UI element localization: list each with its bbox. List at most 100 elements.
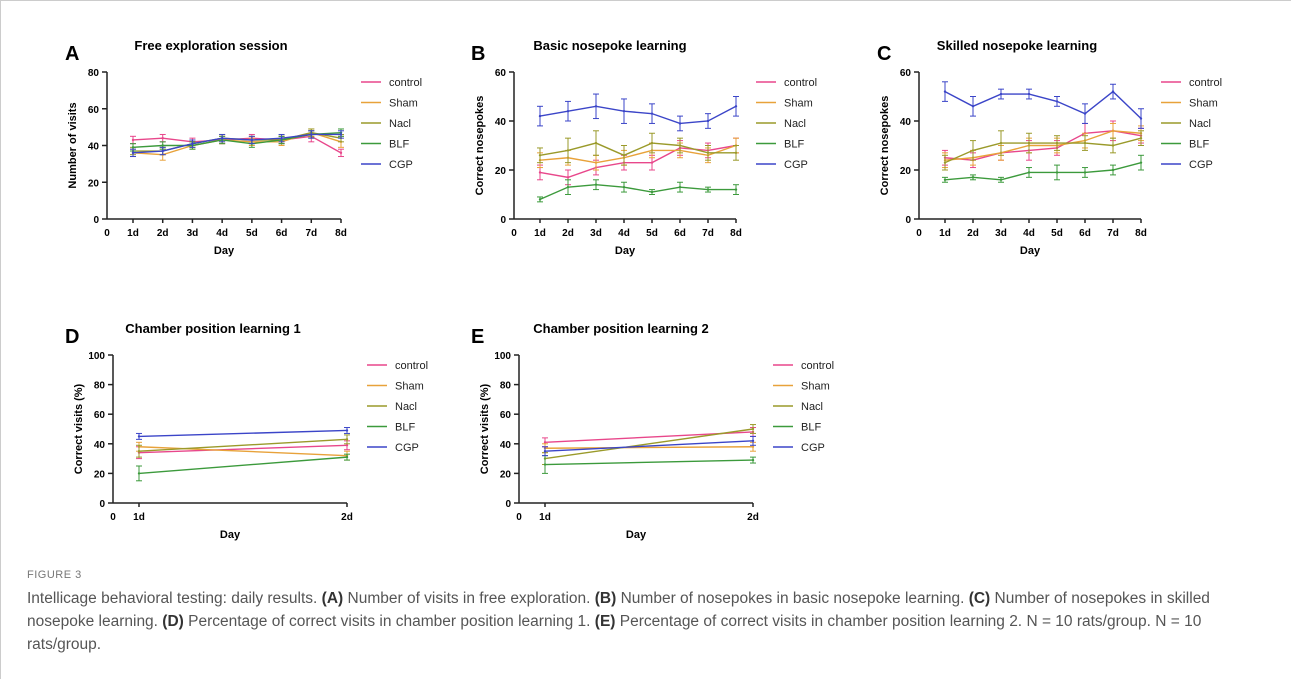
data-point	[678, 122, 682, 125]
series-cgp	[542, 435, 756, 457]
x-tick-label: 4d	[618, 228, 630, 239]
legend-label: CGP	[801, 442, 825, 454]
data-point	[943, 178, 947, 181]
legend-label: Nacl	[801, 401, 823, 413]
data-point	[971, 176, 975, 179]
y-tick-label: 20	[900, 166, 912, 177]
data-point	[1111, 129, 1115, 132]
data-point	[161, 149, 164, 153]
y-tick-label: 80	[94, 381, 106, 392]
x-tick-label: 8d	[730, 228, 742, 239]
y-tick-label: 60	[94, 410, 106, 421]
x-origin-label: 0	[916, 228, 922, 239]
panel-letter: B	[471, 43, 485, 65]
series-cgp	[942, 81, 1144, 129]
x-tick-label: 3d	[187, 228, 199, 239]
caption-part-c: (C) Number of nosepokes in skilled nosep…	[27, 590, 1210, 630]
legend-label: Sham	[784, 98, 813, 110]
data-point	[706, 188, 710, 191]
legend-label: Sham	[1189, 98, 1218, 110]
series-line	[539, 183, 736, 201]
y-tick-label: 60	[495, 68, 507, 79]
x-tick-label: 3d	[995, 228, 1007, 239]
data-point	[566, 185, 570, 189]
legend-label: BLF	[395, 422, 415, 434]
data-point	[345, 455, 349, 459]
data-point	[345, 438, 349, 441]
x-tick-label: 2d	[157, 228, 169, 239]
y-axis-label: Number of visits	[67, 102, 79, 188]
y-tick-label: 60	[500, 410, 512, 421]
y-axis-label: Correct visits (%)	[479, 383, 491, 474]
y-axis-label: Correct nosepokes	[879, 96, 891, 196]
x-tick-label: 2d	[747, 512, 759, 523]
series-line	[138, 444, 348, 454]
legend-label: Nacl	[395, 401, 417, 413]
figure-charts: A Free exploration session 0 20 40 60 80 0 1d 2d 3…	[65, 38, 1222, 541]
data-point	[1055, 141, 1059, 145]
caption-part-a: (A) Number of visits in free exploration…	[321, 590, 595, 607]
x-axis-label: Day	[220, 529, 241, 541]
legend-label: Sham	[395, 381, 424, 393]
data-point	[1111, 144, 1115, 147]
series-nacl	[537, 130, 739, 166]
data-point	[678, 185, 682, 189]
series-line	[539, 105, 737, 125]
data-point	[1027, 92, 1031, 96]
y-tick-label: 20	[94, 469, 106, 480]
series-line	[539, 142, 736, 157]
y-tick-label: 40	[900, 117, 912, 128]
legend-label: control	[801, 360, 834, 372]
series-blf	[542, 455, 756, 474]
series-line	[539, 144, 737, 164]
y-axis-label: Correct nosepokes	[474, 96, 486, 196]
x-tick-label: 4d	[216, 228, 228, 239]
data-point	[650, 161, 654, 164]
y-tick-label: 40	[500, 440, 512, 451]
data-point	[650, 112, 654, 115]
data-point	[543, 450, 547, 453]
data-point	[734, 105, 738, 108]
data-point	[538, 198, 542, 201]
data-point	[1083, 171, 1087, 174]
series-line	[944, 137, 1142, 164]
series-line	[138, 446, 348, 457]
data-point	[1111, 168, 1115, 172]
chart-title: Chamber position learning 2	[533, 321, 709, 336]
caption-n-note: N = 10 rats/group. N = 10 rats/group.	[27, 613, 1202, 653]
series-line	[138, 429, 348, 438]
data-point	[131, 151, 135, 155]
x-tick-label: 1d	[539, 512, 551, 523]
caption-part-d: (D) Percentage of correct visits in cham…	[162, 613, 595, 630]
data-point	[1139, 161, 1143, 164]
caption-intro: Intellicage behavioral testing: daily re…	[27, 590, 318, 607]
x-tick-label: 2d	[967, 228, 979, 239]
data-point	[751, 458, 755, 462]
data-point	[161, 144, 164, 147]
x-tick-label: 1d	[127, 228, 139, 239]
data-point	[594, 183, 598, 186]
x-origin-label: 0	[516, 512, 522, 523]
y-tick-label: 80	[500, 381, 512, 392]
data-point	[280, 136, 283, 140]
y-tick-label: 0	[99, 499, 105, 510]
panel-letter: D	[65, 326, 79, 348]
series-blf	[537, 179, 739, 203]
legend-label: BLF	[784, 139, 804, 151]
data-point	[999, 92, 1003, 96]
legend-label: BLF	[801, 422, 821, 434]
data-point	[137, 435, 141, 438]
y-tick-label: 0	[500, 215, 506, 226]
y-tick-label: 60	[900, 68, 912, 79]
y-tick-label: 80	[88, 68, 100, 79]
legend-label: CGP	[784, 159, 808, 171]
caption-part-e: (E) Percentage of correct visits in cham…	[594, 613, 1027, 630]
legend-label: Sham	[389, 98, 418, 110]
data-point	[1055, 171, 1059, 174]
series-line	[944, 90, 1142, 120]
y-tick-label: 0	[93, 215, 99, 226]
data-point	[734, 188, 738, 191]
data-point	[999, 141, 1003, 145]
data-point	[706, 151, 710, 155]
data-point	[543, 441, 547, 444]
